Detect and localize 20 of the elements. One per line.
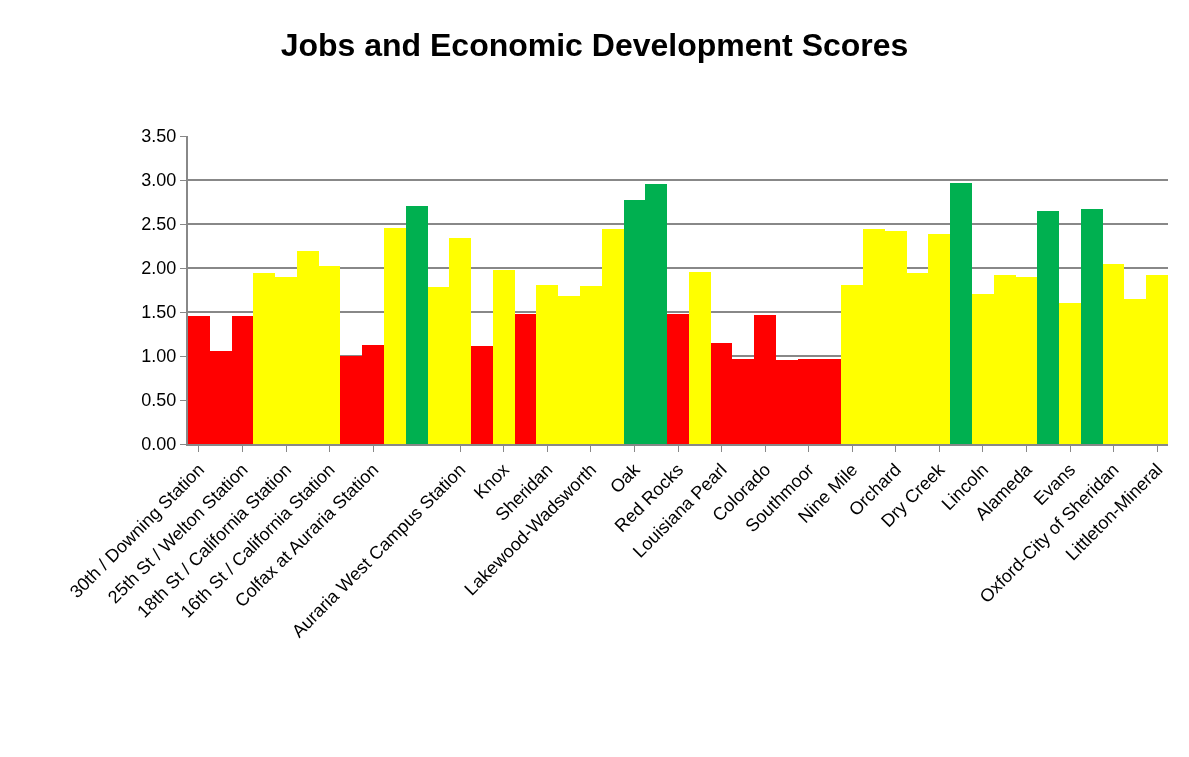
bar — [384, 228, 406, 444]
bar — [493, 270, 515, 444]
y-tick-label: 0.50 — [141, 390, 177, 411]
chart-title: Jobs and Economic Development Scores — [280, 27, 909, 64]
y-tick-label: 0.00 — [141, 434, 177, 455]
bar — [1037, 211, 1059, 444]
bar — [406, 206, 428, 444]
bar — [950, 183, 972, 444]
bar — [689, 272, 711, 444]
y-tick-label: 2.00 — [141, 258, 177, 279]
bar — [1059, 303, 1081, 444]
y-tick-label: 2.50 — [141, 214, 177, 235]
y-tick-label: 1.00 — [141, 346, 177, 367]
y-tick-label: 3.50 — [141, 126, 177, 147]
bar — [1081, 209, 1103, 444]
bar — [471, 346, 493, 444]
y-tick-label: 1.50 — [141, 302, 177, 323]
bar — [667, 314, 689, 444]
bar — [515, 314, 536, 444]
y-tick-label: 3.00 — [141, 170, 177, 191]
